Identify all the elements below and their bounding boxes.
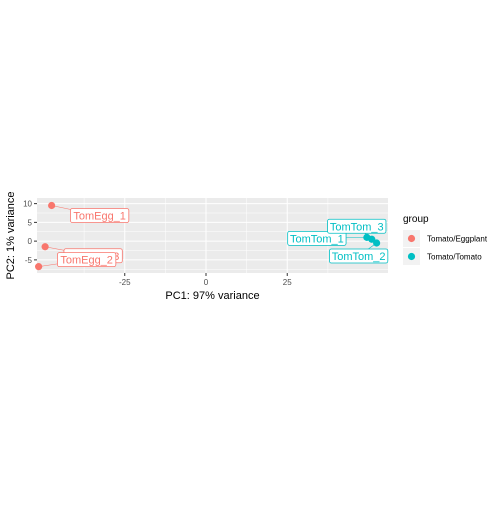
x-tick-label: 0: [204, 278, 209, 287]
point-label-box: [327, 218, 387, 234]
y-tick-label: 5: [28, 218, 33, 227]
x-axis-title: PC1: 97% variance: [165, 290, 259, 302]
point-label: TomTom_1: [290, 233, 344, 245]
legend-title: group: [403, 214, 429, 225]
x-tick-label: -25: [119, 278, 131, 287]
point-label-box: [329, 248, 389, 264]
legend-label: Tomato/Eggplant: [427, 235, 488, 244]
point-label: TomEgg_1: [73, 211, 126, 223]
legend-label: Tomato/Tomato: [427, 253, 482, 262]
y-tick-label: 10: [23, 200, 32, 209]
point-label-box: [70, 208, 130, 223]
point-label: TomTom_3: [330, 221, 384, 233]
y-tick-label: -5: [25, 256, 33, 265]
x-tick-label: 25: [283, 278, 292, 287]
y-axis-title: PC2: 1% variance: [5, 191, 17, 279]
point-label: TomTom_2: [332, 251, 386, 263]
data-point: [373, 239, 381, 247]
point-label-box: [57, 252, 117, 268]
legend-symbol: [407, 252, 416, 261]
point-label-box: [287, 230, 347, 246]
data-point: [41, 243, 49, 251]
legend-symbol: [407, 234, 416, 243]
data-point: [48, 201, 56, 210]
data-point: [368, 235, 376, 243]
y-tick-label: 0: [28, 237, 33, 246]
data-point: [35, 263, 43, 271]
point-label: TomEgg_2: [60, 255, 113, 267]
